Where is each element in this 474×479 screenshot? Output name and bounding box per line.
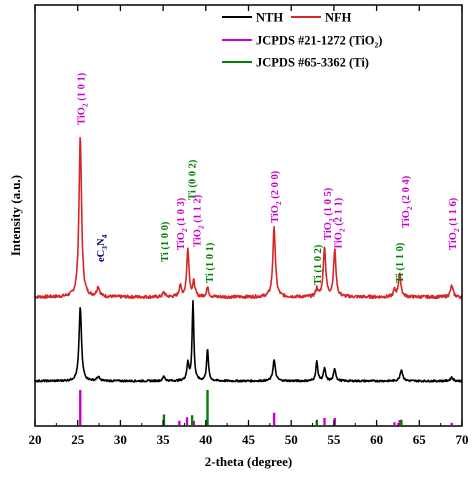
peak-annotation-0: TiO2 (1 0 1) — [76, 72, 89, 125]
peak-annotation-12: TiO2 (2 0 4) — [401, 175, 414, 228]
legend-ti-label: JCPDS #65-3362 (Ti) — [256, 56, 369, 70]
x-tick-label-55: 55 — [327, 432, 341, 447]
series-nfh-line — [34, 136, 463, 300]
x-tick-label-20: 20 — [29, 432, 42, 447]
x-tick-label-35: 35 — [157, 432, 171, 447]
peak-annotation-10: TiO2 (2 1 1) — [333, 197, 346, 250]
legend-nth-label: NTH — [256, 11, 283, 25]
peak-annotation-1: eC3N4 — [96, 234, 109, 262]
peak-annotation-4: Ti (0 0 2) — [187, 159, 198, 200]
x-tick-label-40: 40 — [199, 432, 212, 447]
peak-annotation-5: TiO2 (1 1 2) — [192, 194, 205, 247]
peak-annotation-13: TiO2 (1 1 6) — [448, 197, 461, 250]
series-nth-line — [34, 299, 463, 383]
peak-annotation-3: TiO2 (1 0 3) — [176, 197, 189, 250]
peak-annotation-2: Ti (1 0 0) — [160, 221, 171, 262]
peak-annotation-9: TiO2 (1 0 5) — [323, 187, 336, 240]
legend-tio2-label: JCPDS #21-1272 (TiO2) — [256, 34, 382, 50]
x-tick-label-60: 60 — [370, 432, 383, 447]
x-tick-label-30: 30 — [114, 432, 127, 447]
peak-annotation-7: TiO2 (2 0 0) — [270, 170, 283, 223]
x-tick-label-70: 70 — [456, 432, 469, 447]
x-tick-label-45: 45 — [242, 432, 256, 447]
x-axis-title: 2-theta (degree) — [205, 454, 292, 469]
peak-annotation-11: Ti (1 1 0) — [395, 242, 406, 283]
x-tick-label-25: 25 — [71, 432, 85, 447]
peak-annotation-8: Ti (1 0 2) — [313, 244, 324, 285]
peak-annotation-6: Ti (1 0 1) — [205, 242, 216, 283]
x-tick-label-50: 50 — [285, 432, 298, 447]
legend-nfh-label: NFH — [325, 11, 352, 25]
x-tick-label-65: 65 — [413, 432, 427, 447]
y-axis-title: Intensity (a.u.) — [8, 175, 23, 256]
